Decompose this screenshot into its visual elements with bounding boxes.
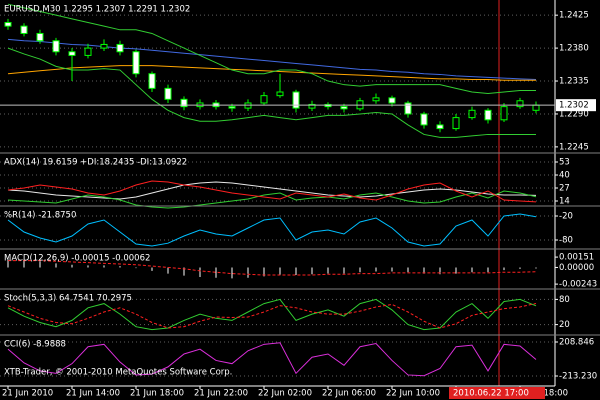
plot-layer: 1.2425 1.2380 1.2335 1.2290 1.2245 1.2302 EURU… — [0, 3, 600, 399]
candle-body — [276, 91, 284, 97]
y-tick-label: 0.00000 — [559, 263, 594, 273]
candle-body — [532, 104, 540, 111]
y-tick-label: 1.2425 — [559, 11, 589, 21]
y-tick-label: 80 — [559, 295, 570, 305]
x-tick-label: 22 Jun 06:00 — [322, 389, 376, 399]
x-tick-label: 22 Jun 10:00 — [386, 389, 440, 399]
candle-body — [20, 25, 28, 34]
x-tick-label: 21 Jun 18:00 — [130, 389, 184, 399]
indicator-line — [7, 181, 537, 200]
candle-body — [4, 21, 12, 27]
indicator-line — [7, 180, 537, 203]
indicator-line — [7, 47, 536, 138]
x-tick-label: 21 Jun 22:00 — [194, 389, 248, 399]
candle-body — [452, 117, 460, 130]
y-tick-label: 1.2335 — [559, 77, 589, 87]
candle-body — [180, 98, 188, 108]
candle-body — [116, 43, 124, 53]
candle-body — [84, 47, 92, 56]
x-tick-label: 22 Jun 02:00 — [258, 389, 312, 399]
y-tick-label: -0.00243 — [559, 280, 597, 290]
indicator-line — [7, 298, 537, 331]
y-tick-label: 1.2380 — [559, 44, 589, 54]
y-tick-label: -213.230 — [559, 372, 597, 382]
y-tick-label: 1.2245 — [559, 142, 589, 152]
crosshair-label: 2010.06.22 17:00 — [453, 389, 529, 399]
x-tick-label: 21 Jun 14:00 — [66, 389, 120, 399]
candle-body — [340, 106, 348, 110]
candle-body — [68, 51, 76, 56]
indicator-line — [7, 342, 537, 377]
indicator-line — [7, 190, 537, 209]
candle-body — [388, 97, 396, 104]
candle-body — [132, 51, 140, 75]
y-tick-label: 1.2290 — [559, 109, 589, 119]
indicator-line — [7, 302, 537, 329]
indicator-line — [7, 38, 537, 81]
pane-title: %R(14) -21.8750 — [4, 211, 76, 221]
y-tick-label: 40 — [559, 171, 570, 181]
candle-body — [420, 113, 428, 126]
last-price-box — [556, 99, 596, 112]
y-tick-label: -80 — [559, 236, 573, 246]
candle-body — [516, 100, 524, 108]
y-tick-label: 53 — [559, 158, 570, 168]
x-tick-label: 21 Jun 2010 — [2, 389, 53, 399]
candle-body — [436, 124, 444, 130]
candle-body — [308, 103, 316, 109]
candle-body — [228, 106, 236, 109]
y-tick-label: 0.00151 — [559, 253, 594, 263]
candle-body — [36, 32, 44, 42]
pane-title: CCI(6) -8.9888 — [4, 340, 66, 350]
indicator-line — [7, 213, 537, 247]
pane-title: MACD(12,26,9) -0.00015 -0.00062 — [4, 254, 150, 264]
candle-body — [404, 102, 412, 115]
y-tick-label: 14 — [559, 197, 570, 207]
candle-body — [292, 91, 300, 109]
candle-body — [148, 73, 156, 89]
pane-title: EURUSD,M30 1.2295 1.2307 1.2291 1.2302 — [4, 5, 190, 15]
candle-body — [500, 106, 508, 121]
candle-body — [52, 40, 60, 53]
candle-body — [164, 87, 172, 100]
candle-body — [468, 109, 476, 119]
candle-body — [372, 97, 380, 102]
last-price-label: 1.2302 — [559, 101, 589, 111]
y-tick-label: 27 — [559, 184, 570, 194]
crosshair-label-box — [449, 387, 545, 399]
candle-body — [260, 95, 268, 104]
pane-title: ADX(14) 19.6159 +DI:18.2435 -DI:13.0922 — [4, 158, 187, 168]
pane-title: Stoch(5,3,3) 64.7541 70.2975 — [4, 294, 132, 304]
y-tick-label: -20 — [559, 212, 573, 222]
indicator-line — [8, 260, 537, 276]
indicator-line — [7, 65, 536, 81]
y-tick-label: 208.846 — [559, 338, 594, 348]
candle-body — [484, 109, 492, 121]
indicator-line — [7, 3, 536, 94]
y-tick-label: 20 — [559, 320, 570, 330]
footer-copyright: XTB-Trader, © 2001-2010 MetaQuotes Softw… — [4, 368, 232, 378]
candle-body — [100, 43, 108, 49]
